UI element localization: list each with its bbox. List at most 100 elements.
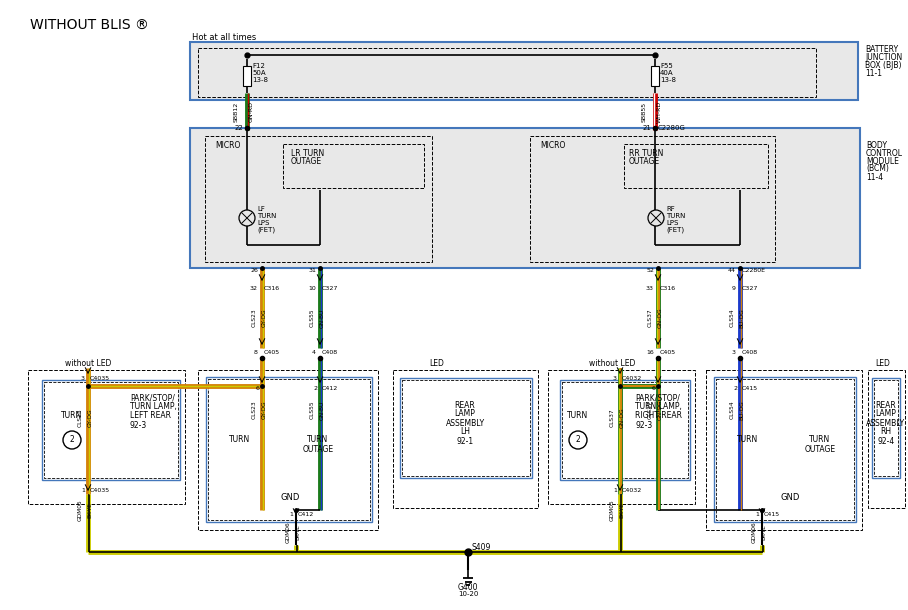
Text: TURN LAMP,: TURN LAMP, xyxy=(130,403,177,412)
Text: TURN: TURN xyxy=(230,436,251,445)
Text: CLS55: CLS55 xyxy=(310,401,314,419)
Text: LED: LED xyxy=(875,359,890,368)
Bar xyxy=(560,380,690,480)
Text: BK-YE: BK-YE xyxy=(619,502,625,518)
Text: ASSEMBLY: ASSEMBLY xyxy=(866,418,905,428)
Text: 13-8: 13-8 xyxy=(252,77,268,83)
Bar xyxy=(393,370,538,508)
Text: GDM06: GDM06 xyxy=(752,521,756,543)
Bar xyxy=(44,382,178,478)
Text: TURN: TURN xyxy=(308,436,329,445)
Text: 92-4: 92-4 xyxy=(877,437,894,445)
Bar xyxy=(208,379,370,520)
Bar xyxy=(198,370,378,530)
Text: WITHOUT BLIS ®: WITHOUT BLIS ® xyxy=(30,18,149,32)
Bar xyxy=(874,380,898,476)
Text: BK-YE: BK-YE xyxy=(762,524,766,540)
Text: 2: 2 xyxy=(576,436,580,445)
Text: 40A: 40A xyxy=(660,70,674,76)
Text: 26: 26 xyxy=(250,268,258,273)
Text: C4032: C4032 xyxy=(622,487,642,492)
Text: G400: G400 xyxy=(458,583,479,592)
Text: RH: RH xyxy=(881,428,892,437)
Text: C408: C408 xyxy=(742,350,758,354)
Text: OUTAGE: OUTAGE xyxy=(302,445,333,454)
Text: 9: 9 xyxy=(732,285,736,290)
Text: GN-OG: GN-OG xyxy=(657,400,663,420)
Text: 44: 44 xyxy=(728,268,736,273)
Text: BK-YE: BK-YE xyxy=(87,502,93,518)
Text: 92-3: 92-3 xyxy=(130,420,147,429)
Text: F55: F55 xyxy=(660,63,673,69)
Text: 1: 1 xyxy=(81,487,85,492)
Text: OUTAGE: OUTAGE xyxy=(804,445,835,454)
Text: 92-3: 92-3 xyxy=(635,420,652,429)
Text: GY-OG: GY-OG xyxy=(262,401,267,419)
Text: C2280E: C2280E xyxy=(742,268,766,273)
Text: 52: 52 xyxy=(646,268,654,273)
Text: 21: 21 xyxy=(642,125,651,131)
Text: REAR: REAR xyxy=(875,401,896,409)
Text: 6: 6 xyxy=(651,386,655,390)
Bar xyxy=(562,382,688,478)
Text: 8: 8 xyxy=(254,350,258,354)
Text: SBB12: SBB12 xyxy=(233,102,239,122)
Text: TURN: TURN xyxy=(809,436,831,445)
Text: 22: 22 xyxy=(234,125,243,131)
Bar xyxy=(548,370,695,504)
Text: C4035: C4035 xyxy=(90,487,110,492)
Text: CONTROL: CONTROL xyxy=(866,148,903,157)
Bar xyxy=(651,66,659,86)
Text: Hot at all times: Hot at all times xyxy=(192,32,256,41)
Text: CLS23: CLS23 xyxy=(252,401,256,419)
Text: GDM06: GDM06 xyxy=(285,521,291,543)
Text: LED: LED xyxy=(429,359,444,368)
Text: CLS37: CLS37 xyxy=(647,309,653,328)
Bar xyxy=(190,42,858,100)
Text: C327: C327 xyxy=(742,285,758,290)
Text: BU-OG: BU-OG xyxy=(739,308,745,328)
Bar xyxy=(205,136,432,262)
Text: 3: 3 xyxy=(732,350,736,354)
Text: 11-4: 11-4 xyxy=(866,173,883,182)
Text: 2: 2 xyxy=(70,436,74,445)
Text: OUTAGE: OUTAGE xyxy=(291,157,322,167)
Bar xyxy=(402,380,530,476)
Text: CLS37: CLS37 xyxy=(647,401,653,419)
Text: 2: 2 xyxy=(313,386,317,390)
Text: GY-OG: GY-OG xyxy=(262,309,267,328)
Text: GY-OG: GY-OG xyxy=(87,409,93,428)
Bar xyxy=(706,370,862,530)
Text: 50A: 50A xyxy=(252,70,266,76)
Text: JUNCTION: JUNCTION xyxy=(865,54,903,62)
Text: C4032: C4032 xyxy=(622,376,642,381)
Text: (FET): (FET) xyxy=(666,227,684,233)
Text: LEFT REAR: LEFT REAR xyxy=(130,412,171,420)
Text: GN-BU: GN-BU xyxy=(320,400,324,420)
Text: LPS: LPS xyxy=(257,220,270,226)
Text: (BCM): (BCM) xyxy=(866,165,889,173)
Text: RF: RF xyxy=(666,206,675,212)
Text: CLS54: CLS54 xyxy=(729,401,735,419)
Text: CLS54: CLS54 xyxy=(729,309,735,328)
Text: TURN: TURN xyxy=(62,411,83,420)
Bar xyxy=(872,378,900,478)
Text: LH: LH xyxy=(460,428,470,437)
Text: PARK/STOP/: PARK/STOP/ xyxy=(130,393,175,403)
Text: MICRO: MICRO xyxy=(215,142,241,151)
Text: LAMP: LAMP xyxy=(875,409,896,418)
Text: 3: 3 xyxy=(81,376,85,381)
Bar xyxy=(198,48,816,97)
Text: 1: 1 xyxy=(289,512,293,517)
Bar xyxy=(400,378,532,478)
Text: CLS37: CLS37 xyxy=(609,409,615,428)
Text: BATTERY: BATTERY xyxy=(865,46,898,54)
Bar xyxy=(624,144,768,188)
Text: C415: C415 xyxy=(764,512,780,517)
Text: BK-YE: BK-YE xyxy=(295,524,301,540)
Text: 6: 6 xyxy=(255,386,259,390)
Text: C2280G: C2280G xyxy=(658,125,686,131)
Circle shape xyxy=(569,431,587,449)
Text: GN-BU: GN-BU xyxy=(320,309,324,328)
Text: 1: 1 xyxy=(755,512,759,517)
